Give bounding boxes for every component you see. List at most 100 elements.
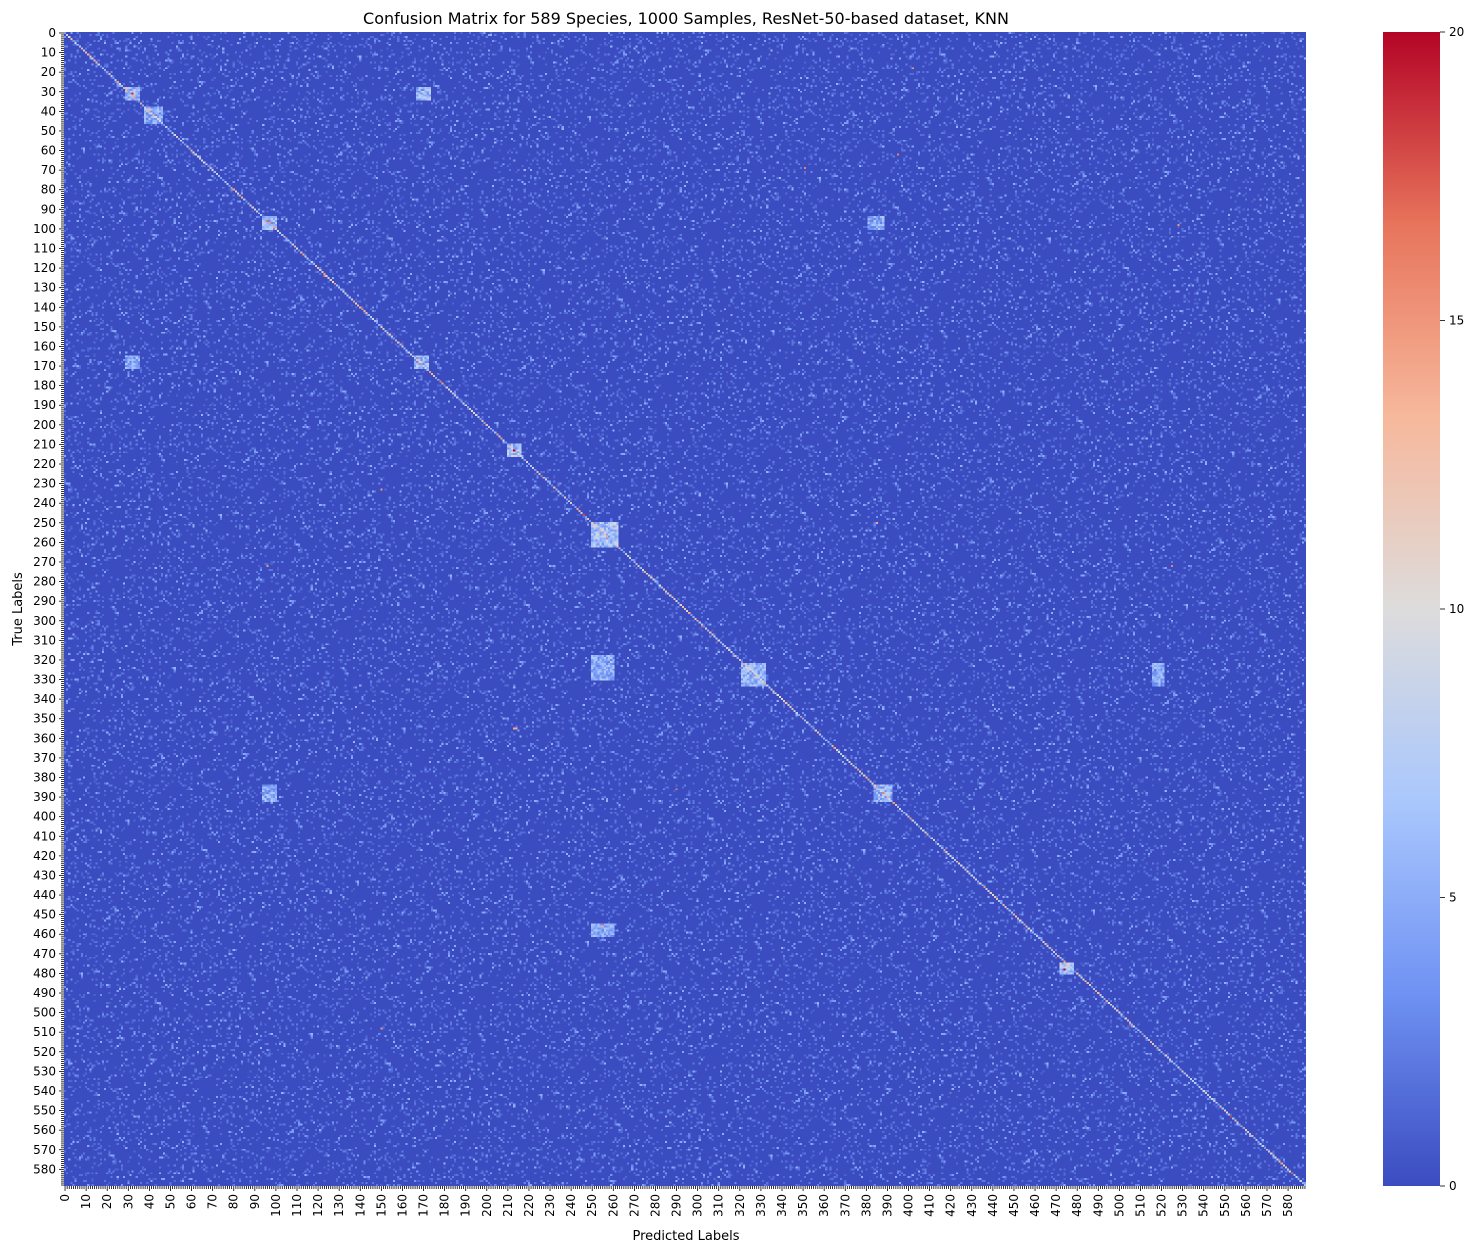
x-tick-label: 20 [100,1194,114,1209]
y-tick-label: 160 [33,339,56,353]
y-tick-label: 200 [33,418,56,432]
x-tick-label: 80 [227,1194,241,1209]
x-tick-label: 300 [691,1194,705,1217]
x-tick-label: 470 [1049,1194,1063,1217]
y-tick-label: 430 [33,868,56,882]
x-tick-label: 60 [185,1194,199,1209]
y-tick-label: 510 [33,1025,56,1039]
x-tick-label: 370 [838,1194,852,1217]
x-tick-label: 250 [585,1194,599,1217]
x-tick-label: 480 [1070,1194,1084,1217]
y-tick-label: 550 [33,1104,56,1118]
x-tick-label: 240 [564,1194,578,1217]
y-tick-label: 400 [33,810,56,824]
colorbar-gradient [1383,32,1440,1186]
y-tick-label: 100 [33,222,56,236]
y-tick-label: 440 [33,888,56,902]
y-tick-label: 560 [33,1123,56,1137]
y-tick-label: 470 [33,947,56,961]
x-tick-label: 530 [1176,1194,1190,1217]
heatmap-image [64,32,1306,1186]
y-tick-label: 140 [33,300,56,314]
y-tick-label: 130 [33,281,56,295]
y-tick-label: 310 [33,633,56,647]
colorbar-tick-label: 10 [1449,602,1464,616]
y-tick-label: 170 [33,359,56,373]
y-tick-label: 120 [33,261,56,275]
x-tick-label: 420 [944,1194,958,1217]
x-tick-label: 90 [248,1194,262,1209]
colorbar-tick-label: 5 [1449,891,1457,905]
y-tick-label: 350 [33,712,56,726]
x-tick-label: 550 [1218,1194,1232,1217]
y-tick-label: 110 [33,241,56,255]
y-tick-label: 390 [33,790,56,804]
y-tick-label: 450 [33,908,56,922]
x-tick-label: 10 [79,1194,93,1209]
x-axis-ticks: 0 10 20 30 40 50 60 70 80 90 100 110 120 130 140 150 160… [58,1186,1306,1217]
y-tick-label: 80 [41,183,56,197]
y-tick-label: 190 [33,398,56,412]
x-tick-label: 100 [269,1194,283,1217]
y-tick-label: 580 [33,1162,56,1176]
x-tick-label: 140 [353,1194,367,1217]
y-axis-ticks: 0 10 20 30 40 50 60 70 80 90 100 110 120 130 140 150 160… [33,26,64,1186]
x-tick-label: 40 [142,1194,156,1209]
y-tick-label: 500 [33,1006,56,1020]
colorbar: 0 5 10 15 20 [1383,25,1464,1193]
heatmap [64,32,1306,1186]
x-tick-label: 330 [754,1194,768,1217]
x-tick-label: 190 [459,1194,473,1217]
x-tick-label: 430 [965,1194,979,1217]
y-tick-label: 420 [33,849,56,863]
x-tick-label: 0 [58,1194,72,1202]
x-tick-label: 310 [712,1194,726,1217]
x-tick-label: 220 [522,1194,536,1217]
x-tick-label: 560 [1239,1194,1253,1217]
y-tick-label: 40 [41,104,56,118]
x-axis-label: Predicted Labels [632,1229,739,1244]
y-tick-label: 250 [33,516,56,530]
x-tick-label: 320 [733,1194,747,1217]
x-tick-label: 200 [480,1194,494,1217]
x-tick-label: 160 [395,1194,409,1217]
x-tick-label: 130 [332,1194,346,1217]
x-tick-label: 280 [648,1194,662,1217]
y-tick-label: 490 [33,986,56,1000]
x-tick-label: 390 [880,1194,894,1217]
y-tick-label: 20 [41,65,56,79]
x-tick-label: 510 [1133,1194,1147,1217]
y-tick-label: 520 [33,1045,56,1059]
y-tick-label: 330 [33,673,56,687]
y-tick-label: 60 [41,144,56,158]
y-tick-label: 380 [33,770,56,784]
x-tick-label: 520 [1155,1194,1169,1217]
y-tick-label: 570 [33,1143,56,1157]
x-tick-label: 490 [1091,1194,1105,1217]
x-tick-label: 150 [374,1194,388,1217]
x-tick-label: 50 [163,1194,177,1209]
x-tick-label: 70 [206,1194,220,1209]
x-tick-label: 440 [986,1194,1000,1217]
y-tick-label: 0 [48,26,56,40]
x-tick-label: 270 [627,1194,641,1217]
x-tick-label: 30 [121,1194,135,1209]
colorbar-tick-label: 20 [1449,25,1464,39]
y-tick-label: 10 [41,46,56,60]
y-tick-label: 290 [33,594,56,608]
x-tick-label: 340 [775,1194,789,1217]
y-tick-label: 280 [33,575,56,589]
x-tick-label: 260 [606,1194,620,1217]
y-tick-label: 480 [33,966,56,980]
y-tick-label: 530 [33,1064,56,1078]
y-tick-label: 410 [33,829,56,843]
x-tick-label: 460 [1028,1194,1042,1217]
x-tick-label: 290 [670,1194,684,1217]
y-tick-label: 90 [41,202,56,216]
y-tick-label: 70 [41,163,56,177]
colorbar-ticks: 0 5 10 15 20 [1440,25,1464,1193]
chart-title: Confusion Matrix for 589 Species, 1000 S… [363,9,1009,28]
y-tick-label: 50 [41,124,56,138]
y-tick-label: 30 [41,85,56,99]
